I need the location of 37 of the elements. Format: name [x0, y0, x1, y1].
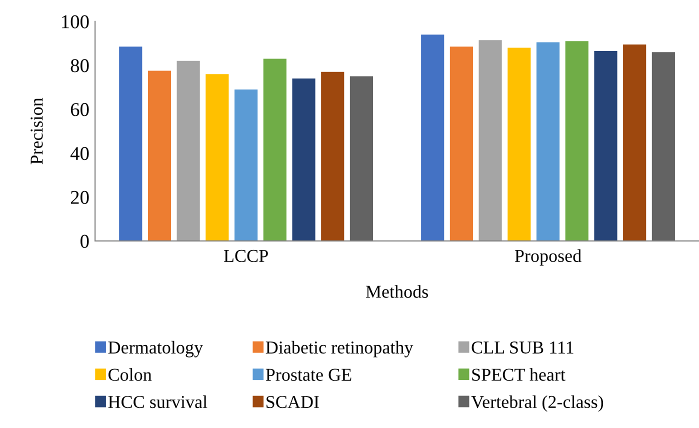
- bar: [536, 42, 560, 241]
- bar: [321, 72, 344, 241]
- x-tick-label: LCCP: [224, 250, 268, 262]
- y-tick-label: 0: [80, 234, 89, 248]
- bar: [119, 46, 142, 241]
- bar: [478, 40, 502, 241]
- bar: [652, 52, 675, 241]
- legend-label: HCC survival: [108, 395, 208, 408]
- y-tick-label: 80: [70, 59, 89, 72]
- legend-label: CLL SUB 111: [472, 341, 574, 354]
- bar: [508, 48, 531, 241]
- legend-label: Colon: [108, 368, 152, 381]
- bar: [565, 41, 588, 241]
- x-tick-label: Proposed: [514, 249, 582, 266]
- legend-label: Dermatology: [108, 340, 203, 358]
- bar: [292, 78, 316, 241]
- y-tick-label: 20: [70, 190, 89, 204]
- bar: [263, 58, 286, 241]
- bar: [176, 60, 200, 241]
- bar: [594, 51, 618, 241]
- legend-label: SCADI: [266, 396, 319, 408]
- y-tick-label: 100: [62, 15, 89, 28]
- legend-label: Diabetic retinopathy: [266, 340, 414, 358]
- legend-label: Prostate GE: [266, 368, 352, 381]
- bar: [450, 46, 473, 241]
- bar: [623, 44, 646, 241]
- bar: [421, 34, 444, 241]
- x-axis-title: Methods: [366, 285, 428, 298]
- y-tick-label: 60: [70, 103, 89, 116]
- bar: [234, 89, 258, 241]
- bar: [148, 70, 172, 241]
- legend-label: SPECT heart: [472, 368, 566, 381]
- bar: [206, 74, 229, 241]
- legend-label: Vertebral (2-class): [471, 395, 604, 412]
- y-tick-label: 40: [70, 146, 89, 160]
- bar: [350, 76, 374, 241]
- y-axis-title: Precision: [30, 98, 43, 164]
